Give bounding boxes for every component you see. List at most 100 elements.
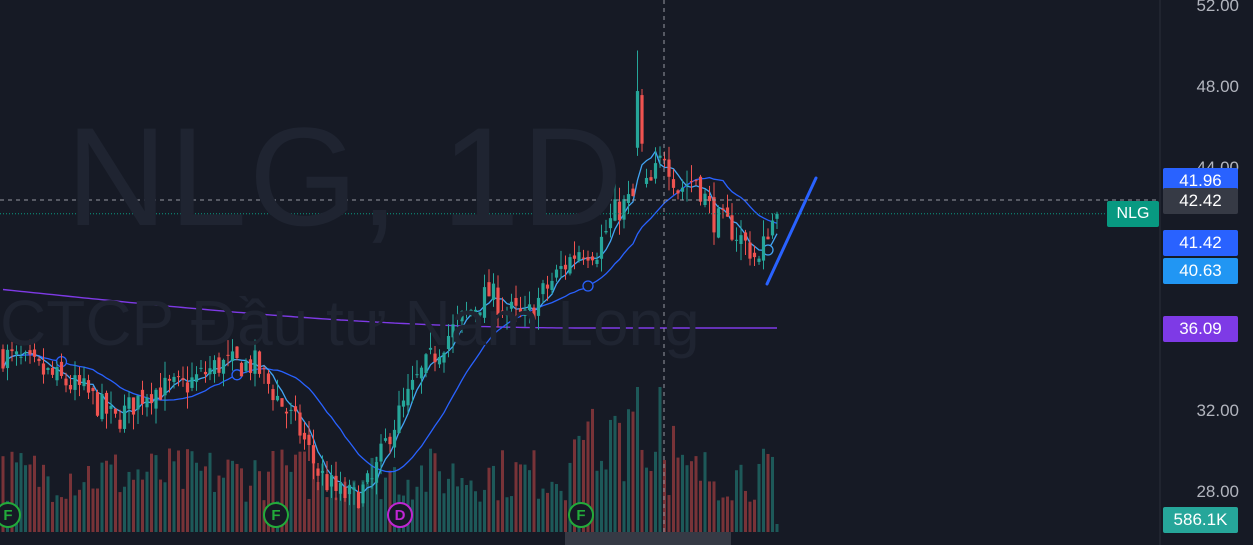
volume-bar: [699, 480, 702, 532]
volume-bar: [600, 460, 603, 532]
candle-body: [523, 309, 527, 317]
volume-bars: [1, 387, 779, 532]
volume-bar: [325, 497, 329, 532]
volume-bar: [55, 495, 59, 532]
price-axis-tick: 48.00: [1196, 77, 1239, 96]
volume-bar: [28, 464, 32, 532]
volume-bar: [73, 495, 77, 532]
volume-bar: [771, 456, 774, 532]
candle-body: [653, 163, 658, 179]
volume-bar: [294, 454, 297, 532]
volume-bar: [42, 464, 45, 532]
price-axis-tick: 52.00: [1196, 0, 1239, 15]
volume-bar: [172, 461, 176, 532]
volume-bar: [654, 451, 657, 532]
ma-mid-path: [2, 176, 778, 473]
candle-body: [676, 190, 680, 194]
volume-bar: [528, 470, 531, 532]
candle-body: [406, 388, 410, 406]
candle-body: [410, 379, 415, 390]
volume-bar: [568, 462, 572, 532]
candle-body: [352, 487, 356, 490]
price-axis-tick: 28.00: [1196, 482, 1239, 501]
candle-body: [1, 349, 5, 369]
volume-bar: [595, 470, 599, 532]
candle-body: [595, 259, 599, 264]
volume-bar: [10, 451, 14, 532]
volume-bar: [64, 498, 68, 532]
volume-bar: [208, 452, 212, 532]
event-marker[interactable]: F: [0, 502, 21, 528]
volume-bar: [289, 471, 293, 532]
candle-body: [248, 359, 253, 373]
candle-body: [5, 349, 10, 369]
volume-bar: [393, 467, 396, 532]
watermark-company: CTCP Đầu tư Nam Long: [0, 287, 700, 359]
volume-bar: [604, 469, 608, 532]
event-marker[interactable]: D: [387, 502, 413, 528]
event-marker[interactable]: F: [568, 502, 594, 528]
candle-body: [662, 158, 667, 161]
volume-bar: [141, 479, 144, 532]
candle-body: [307, 434, 311, 446]
volume-bar: [586, 421, 590, 532]
candle-body: [743, 232, 748, 241]
volume-bar: [145, 471, 149, 532]
volume-bar: [186, 449, 189, 532]
volume-bar: [559, 490, 563, 532]
volume-bar: [46, 476, 50, 532]
candle-body: [694, 180, 698, 182]
candle-body: [770, 220, 775, 236]
volume-bar: [753, 499, 756, 532]
candle-body: [451, 324, 455, 338]
candle-body: [293, 406, 298, 412]
event-marker[interactable]: F: [263, 502, 289, 528]
volume-bar: [96, 488, 99, 532]
candle-body: [181, 378, 185, 381]
volume-bar: [424, 491, 428, 532]
candle-body: [640, 95, 644, 144]
volume-bar: [199, 470, 203, 532]
candle-body: [545, 284, 550, 289]
volume-bar: [510, 496, 513, 532]
candle-body: [32, 349, 37, 357]
volume-bar: [240, 468, 243, 532]
volume-bar: [609, 419, 612, 532]
volume-bar: [496, 500, 500, 532]
volume-bar: [721, 497, 725, 532]
volume-bar: [244, 501, 248, 532]
volume-bar: [505, 497, 509, 532]
volume-bar: [181, 488, 185, 532]
candle-body: [509, 301, 514, 309]
candle-body: [532, 307, 536, 320]
volume-bar: [469, 480, 473, 532]
candle-body: [325, 474, 329, 491]
volume-bar: [19, 453, 23, 532]
volume-bar: [681, 454, 684, 532]
candle-body: [194, 374, 199, 382]
volume-bar: [217, 475, 221, 532]
candle-body: [131, 397, 136, 415]
volume-bar: [280, 449, 284, 532]
candle-body: [154, 389, 158, 409]
volume-bar: [109, 464, 113, 532]
volume-bar: [537, 498, 540, 532]
candle-body: [235, 346, 239, 359]
candle-body: [590, 256, 595, 261]
candle-body: [311, 445, 316, 464]
candle-body: [316, 468, 320, 476]
candle-body: [91, 388, 95, 392]
volume-bar: [474, 491, 477, 532]
candle-body: [680, 187, 685, 192]
candle-body: [527, 304, 532, 310]
volume-bar: [366, 479, 369, 532]
candle-body: [266, 373, 271, 384]
candle-body: [122, 405, 127, 429]
volume-bar: [478, 501, 482, 532]
candle-body: [275, 395, 280, 401]
volume-bar: [730, 500, 734, 532]
volume-bar: [127, 471, 131, 532]
volume-bar: [451, 463, 455, 532]
candle-body: [361, 484, 365, 504]
